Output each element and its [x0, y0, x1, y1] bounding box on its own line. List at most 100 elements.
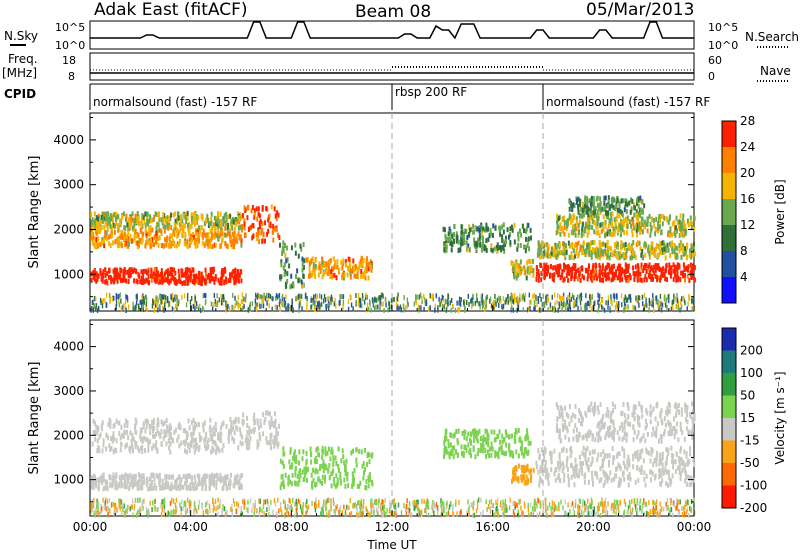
power-band-mark	[582, 212, 585, 218]
power-colorbar-segment	[722, 121, 736, 148]
power-band-mark	[292, 281, 295, 287]
velocity-speckle-mark	[553, 506, 555, 512]
power-speckle-mark	[524, 292, 527, 298]
velocity-speckle-mark	[375, 500, 378, 506]
velocity-speckle-mark	[322, 509, 324, 515]
velocity-speckle-mark	[243, 504, 246, 510]
power-band-mark	[205, 232, 208, 238]
power-band-mark	[584, 221, 587, 227]
power-speckle-mark	[577, 306, 579, 312]
power-band-mark	[99, 227, 102, 233]
velocity-band-mark	[111, 476, 114, 482]
velocity-band-mark	[152, 419, 155, 425]
power-band-mark	[606, 262, 609, 268]
velocity-speckle-mark	[606, 510, 609, 516]
velocity-band-mark	[142, 473, 145, 479]
power-band-mark	[114, 268, 117, 274]
power-band-mark	[514, 262, 517, 268]
power-band-mark	[336, 259, 339, 265]
power-band-mark	[178, 277, 181, 283]
power-band-mark	[178, 238, 181, 244]
power-band-mark	[104, 211, 107, 217]
power-band-mark	[188, 228, 191, 234]
power-speckle-mark	[381, 292, 383, 298]
velocity-speckle-mark	[653, 500, 655, 506]
velocity-speckle-mark	[627, 505, 630, 511]
power-band-mark	[448, 226, 451, 232]
power-band-mark	[232, 275, 235, 281]
power-band-mark	[607, 195, 610, 201]
power-band-mark	[621, 227, 624, 233]
velocity-band-mark	[206, 439, 209, 445]
power-band-mark	[597, 250, 600, 256]
power-speckle-mark	[105, 302, 108, 308]
power-band-mark	[532, 272, 535, 278]
power-speckle-mark	[569, 299, 571, 305]
power-band-mark	[492, 223, 495, 229]
power-speckle-mark	[176, 294, 178, 300]
power-speckle-mark	[532, 294, 534, 300]
velocity-speckle-mark	[523, 501, 526, 507]
power-band-mark	[189, 234, 192, 240]
power-band-mark	[680, 270, 683, 276]
power-band-mark	[680, 254, 683, 260]
power-band-mark	[230, 222, 233, 228]
power-speckle-mark	[477, 301, 480, 307]
power-band-mark	[187, 273, 190, 279]
power-band-mark	[612, 230, 615, 236]
velocity-band-mark	[126, 473, 129, 479]
power-band-mark	[370, 267, 373, 273]
power-speckle-mark	[176, 302, 178, 308]
power-band-mark	[137, 272, 140, 278]
velocity-band-mark	[105, 446, 108, 452]
power-band-mark	[294, 273, 297, 279]
power-speckle-mark	[314, 293, 317, 299]
power-band-mark	[598, 277, 601, 283]
velocity-band-mark	[116, 485, 119, 491]
power-band-mark	[680, 227, 683, 233]
power-speckle-mark	[285, 306, 287, 312]
power-band-mark	[529, 227, 532, 233]
power-speckle-mark	[620, 293, 623, 299]
power-speckle-mark	[174, 296, 176, 302]
velocity-speckle-mark	[174, 509, 176, 515]
power-speckle-mark	[450, 297, 453, 303]
power-band-mark	[615, 269, 618, 275]
power-band-mark	[640, 262, 643, 268]
power-speckle-mark	[589, 296, 592, 302]
velocity-speckle-mark	[514, 504, 516, 510]
velocity-speckle-mark	[183, 500, 185, 506]
power-speckle-mark	[613, 293, 616, 299]
power-band-mark	[520, 269, 523, 275]
power-speckle-mark	[154, 302, 157, 308]
power-speckle-mark	[357, 292, 360, 298]
velocity-band-mark	[120, 477, 123, 483]
velocity-speckle-mark	[631, 512, 634, 518]
power-band-mark	[633, 225, 636, 231]
power-band-mark	[211, 225, 214, 231]
velocity-band-mark	[231, 435, 234, 441]
power-band-mark	[123, 231, 126, 237]
power-band-mark	[661, 247, 664, 253]
velocity-speckle-mark	[243, 500, 246, 506]
power-band-mark	[625, 247, 628, 253]
power-band-mark	[157, 236, 160, 242]
velocity-speckle-mark	[395, 507, 397, 513]
power-band-mark	[237, 231, 240, 237]
power-band-mark	[120, 268, 123, 274]
velocity-speckle-mark	[533, 503, 535, 509]
velocity-speckle-mark	[476, 504, 479, 510]
freq-unit: [MHz]	[2, 66, 37, 80]
power-speckle-mark	[291, 298, 293, 304]
velocity-band-mark	[178, 474, 181, 480]
velocity-band-mark	[210, 478, 213, 484]
velocity-band-mark	[169, 441, 172, 447]
power-band-mark	[106, 226, 109, 232]
power-band-mark	[164, 216, 167, 222]
power-band-mark	[154, 273, 157, 279]
velocity-band-mark	[218, 476, 221, 482]
power-band-mark	[224, 220, 227, 226]
power-speckle-mark	[518, 299, 520, 305]
power-band-mark	[607, 214, 610, 220]
velocity-speckle-mark	[563, 510, 566, 516]
